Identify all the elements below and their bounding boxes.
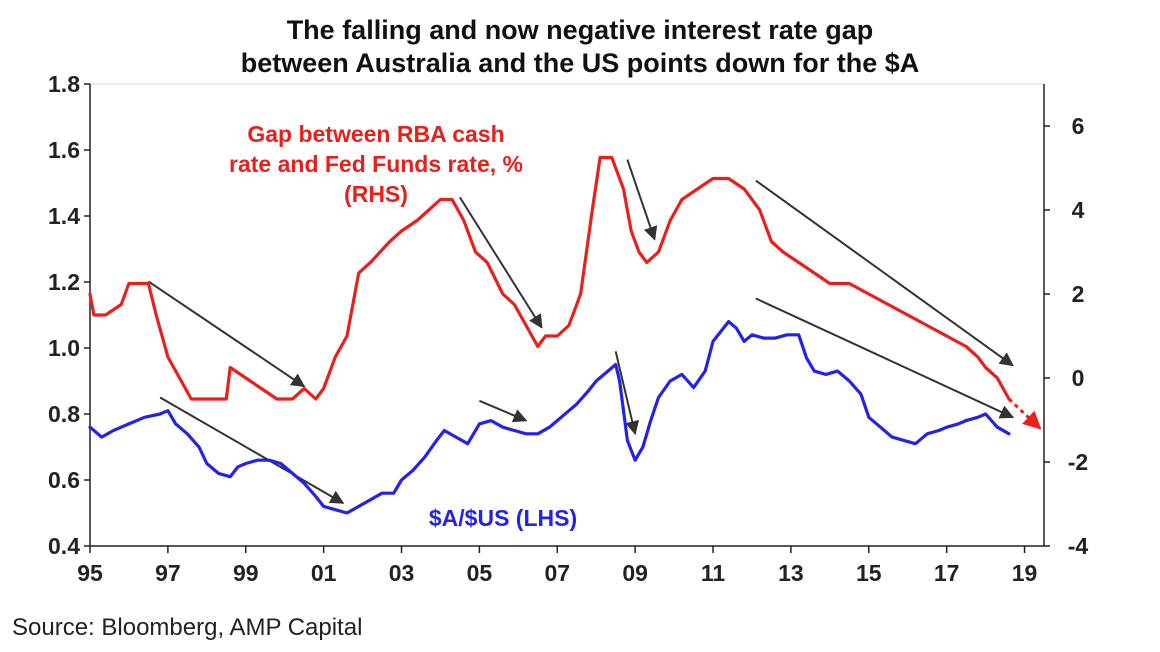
y-left-tick-label: 1.4	[48, 203, 80, 229]
chart-title-line-1: The falling and now negative interest ra…	[286, 15, 874, 45]
y-right-tick-label: 0	[1072, 365, 1085, 391]
y-left-tick-label: 0.8	[48, 401, 80, 427]
gap-series-line	[88, 155, 1011, 401]
y-left-tick-label: 0.4	[48, 533, 80, 559]
x-tick-label: 01	[311, 560, 337, 586]
x-tick-label: 95	[77, 560, 103, 586]
trend-arrow	[159, 396, 345, 504]
aud-series-label: $A/$US (LHS)	[429, 505, 577, 531]
y-right-tick-label: 6	[1072, 113, 1085, 139]
y-left-tick-label: 1.0	[48, 335, 80, 361]
x-tick-label: 13	[778, 560, 804, 586]
aud-series-line	[88, 320, 1011, 515]
y-right-tick-label: -4	[1068, 533, 1089, 559]
y-left-tick-label: 1.6	[48, 137, 80, 163]
y-left-tick-label: 1.8	[48, 71, 80, 97]
chart-title-line-2: between Australia and the US points down…	[240, 48, 920, 78]
x-tick-label: 07	[544, 560, 570, 586]
gap-series-label-line-2: rate and Fed Funds rate, %	[229, 151, 523, 177]
trend-arrow	[755, 297, 1015, 419]
x-tick-label: 05	[467, 560, 493, 586]
trend-arrows	[147, 159, 1042, 504]
trend-arrow	[626, 159, 658, 241]
gap-projection-arrow	[1007, 397, 1042, 430]
trend-arrow	[147, 280, 306, 388]
x-tick-label: 03	[389, 560, 415, 586]
line-chart: 0.4 0.6 0.8 1.0 1.2 1.4 1.6 1.8 -4 -2 0 2 4 6 95 97 99 01…	[48, 71, 1088, 586]
source-note: Source: Bloomberg, AMP Capital	[12, 614, 363, 641]
series-lines	[88, 155, 1011, 515]
gap-series-label-line-1: Gap between RBA cash	[247, 121, 504, 147]
gap-series-label-line-3: (RHS)	[344, 181, 408, 207]
x-tick-label: 19	[1012, 560, 1038, 586]
trend-arrow	[755, 179, 1014, 367]
axes: 0.4 0.6 0.8 1.0 1.2 1.4 1.6 1.8 -4 -2 0 2 4 6 95 97 99 01…	[48, 71, 1088, 586]
y-right-tick-label: 4	[1072, 197, 1085, 223]
trend-arrow	[459, 196, 543, 329]
x-tick-label: 15	[856, 560, 882, 586]
trend-arrow	[614, 351, 640, 436]
x-tick-label: 17	[934, 560, 960, 586]
y-right-tick-label: -2	[1068, 449, 1088, 475]
y-left-tick-label: 0.6	[48, 467, 80, 493]
y-right-tick-label: 2	[1072, 281, 1085, 307]
x-tick-label: 97	[155, 560, 181, 586]
chart-title: The falling and now negative interest ra…	[0, 14, 1160, 80]
y-left-tick-label: 1.2	[48, 269, 80, 295]
x-tick-label: 99	[233, 560, 259, 586]
trend-arrow	[478, 399, 528, 423]
x-tick-label: 09	[622, 560, 648, 586]
x-tick-label: 11	[701, 560, 726, 586]
